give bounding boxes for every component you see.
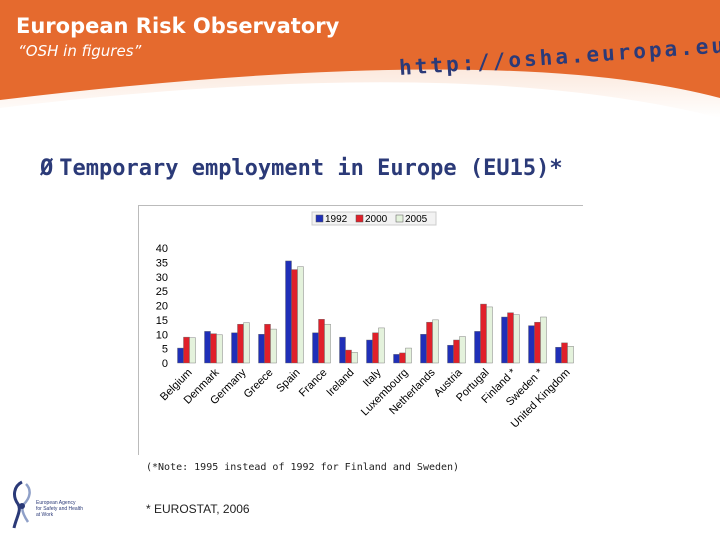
eu-osha-logo-icon	[12, 480, 31, 529]
bar	[474, 331, 481, 364]
bar	[378, 327, 385, 364]
x-tick-label: Ireland	[324, 367, 356, 399]
bar	[291, 269, 298, 364]
logo-line: for Safety and Health	[36, 506, 83, 512]
bar	[258, 334, 265, 364]
header-banner	[0, 0, 720, 118]
bar	[405, 347, 412, 364]
bar	[189, 337, 196, 364]
logo-line: at Work	[36, 512, 54, 518]
legend-swatch	[355, 214, 364, 223]
bar	[204, 331, 211, 364]
logo-line: European Agency	[36, 500, 76, 506]
logo-text: European Agency for Safety and Health at…	[36, 500, 106, 518]
y-tick-label: 40	[156, 243, 168, 255]
bar	[237, 323, 244, 364]
bar	[528, 325, 535, 364]
legend-label: 2000	[365, 214, 388, 225]
bar	[480, 303, 487, 364]
legend-label: 2005	[405, 214, 428, 225]
legend-swatch	[315, 214, 324, 223]
y-tick-label: 5	[162, 344, 168, 356]
bar	[183, 336, 190, 364]
bar	[285, 260, 292, 364]
bar	[231, 332, 238, 364]
legend-swatch	[395, 214, 404, 223]
bar	[372, 332, 379, 364]
y-tick-label: 15	[156, 315, 168, 327]
bar	[420, 334, 427, 364]
legend-box	[311, 211, 437, 226]
bar	[453, 339, 460, 364]
bar	[393, 354, 400, 364]
bar	[210, 333, 217, 364]
y-tick-label: 35	[156, 257, 168, 269]
legend-label: 1992	[325, 214, 348, 225]
bar	[270, 328, 277, 364]
footnote: (*Note: 1995 instead of 1992 for Finland…	[146, 462, 460, 473]
y-tick-label: 10	[156, 329, 168, 341]
bar	[432, 319, 439, 364]
bar	[216, 334, 223, 364]
bar	[177, 347, 184, 364]
bar	[447, 344, 454, 364]
bar	[555, 346, 562, 364]
bar	[399, 352, 406, 364]
bar	[507, 312, 514, 364]
y-tick-label: 20	[156, 301, 168, 313]
bar	[297, 266, 304, 364]
bar	[426, 321, 433, 364]
y-tick-label: 25	[156, 286, 168, 298]
bar	[567, 346, 574, 364]
y-tick-label: 30	[156, 272, 168, 284]
x-tick-label: France	[297, 367, 330, 400]
bar	[534, 321, 541, 364]
bar	[513, 314, 520, 364]
bar	[459, 336, 466, 364]
bar	[345, 349, 352, 364]
x-tick-label: Greece	[242, 367, 276, 401]
bar	[351, 352, 358, 364]
bar	[318, 319, 325, 364]
header-title: European Risk Observatory	[16, 14, 340, 38]
bar	[501, 316, 508, 364]
source-note: * EUROSTAT, 2006	[146, 502, 250, 516]
slide-title-text: Temporary employment in Europe (EU15)*	[59, 156, 563, 181]
x-tick-label: Italy	[361, 366, 384, 389]
bar	[312, 332, 319, 364]
y-tick-label: 0	[162, 358, 168, 370]
bar	[486, 306, 493, 364]
bar	[366, 339, 373, 364]
bar	[339, 336, 346, 364]
arrow-bullet-icon: Ø	[40, 156, 54, 181]
bar	[324, 323, 331, 364]
bar	[243, 322, 250, 364]
header-subtitle: “OSH in figures”	[18, 42, 142, 60]
slide-title: Ø Temporary employment in Europe (EU15)*	[40, 156, 563, 181]
bar	[540, 316, 547, 364]
bar	[561, 342, 568, 364]
bar	[264, 323, 271, 364]
